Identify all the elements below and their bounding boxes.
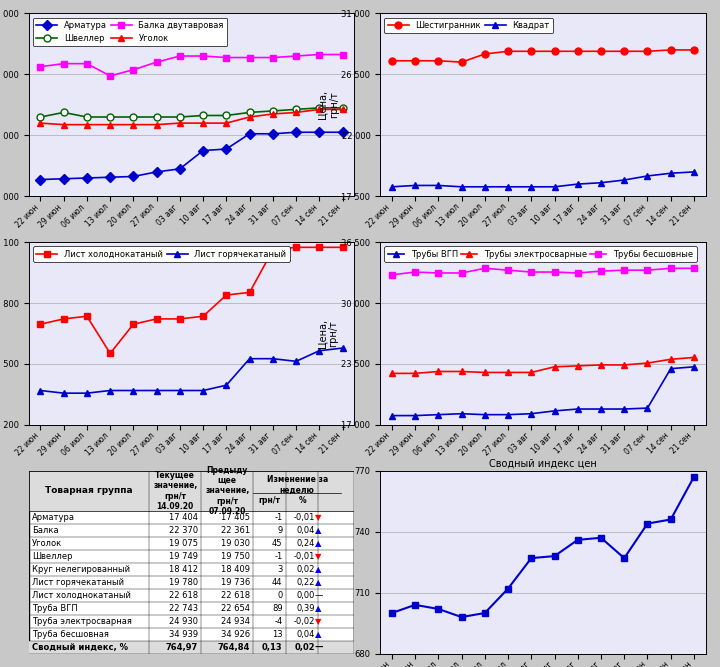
Text: Труба ВГП: Труба ВГП: [32, 604, 78, 613]
Text: 13: 13: [272, 630, 282, 639]
Text: 34 926: 34 926: [221, 630, 250, 639]
Bar: [29, 471, 354, 511]
Text: ▲: ▲: [315, 630, 322, 639]
Text: 22 743: 22 743: [169, 604, 198, 613]
Text: -1: -1: [274, 552, 282, 561]
Text: —: —: [314, 591, 323, 600]
Text: -0,01: -0,01: [294, 552, 315, 561]
Text: 19 780: 19 780: [169, 578, 198, 587]
Legend: Трубы ВГП, Трубы электросварные, Трубы бесшовные: Трубы ВГП, Трубы электросварные, Трубы б…: [384, 246, 696, 262]
Text: ▲: ▲: [315, 526, 322, 535]
Text: 3: 3: [277, 565, 282, 574]
Text: 89: 89: [272, 604, 282, 613]
Text: Труба электросварная: Труба электросварная: [32, 617, 132, 626]
Text: Швеллер: Швеллер: [32, 552, 73, 561]
Text: ▲: ▲: [315, 578, 322, 587]
Text: 24 934: 24 934: [221, 617, 250, 626]
Text: 45: 45: [272, 539, 282, 548]
Text: Предыду
щее
значение,
грн/т
07.09.20: Предыду щее значение, грн/т 07.09.20: [205, 466, 249, 516]
Text: ▼: ▼: [315, 617, 322, 626]
Text: 34 939: 34 939: [169, 630, 198, 639]
Text: 22 654: 22 654: [221, 604, 250, 613]
Text: 22 618: 22 618: [221, 591, 250, 600]
Text: 19 749: 19 749: [169, 552, 198, 561]
Text: 0,02: 0,02: [297, 565, 315, 574]
Bar: [29, 641, 354, 654]
Text: 17 404: 17 404: [169, 513, 198, 522]
Text: -0,02: -0,02: [294, 617, 315, 626]
Y-axis label: Цена,
грн/т: Цена, грн/т: [317, 319, 338, 348]
Text: ▼: ▼: [315, 552, 322, 561]
Text: Сводный индекс, %: Сводный индекс, %: [32, 643, 128, 652]
Text: 0,39: 0,39: [297, 604, 315, 613]
Text: 24 930: 24 930: [169, 617, 198, 626]
Text: Текущее
значение,
грн/т
14.09.20: Текущее значение, грн/т 14.09.20: [153, 471, 197, 511]
Text: 9: 9: [277, 526, 282, 535]
Text: 0,04: 0,04: [297, 526, 315, 535]
Text: 17 405: 17 405: [221, 513, 250, 522]
Text: 22 618: 22 618: [169, 591, 198, 600]
FancyBboxPatch shape: [29, 471, 354, 654]
Text: Товарная группа: Товарная группа: [45, 486, 132, 496]
Text: Лист холоднокатаный: Лист холоднокатаный: [32, 591, 131, 600]
Text: ▲: ▲: [315, 565, 322, 574]
Text: 19 075: 19 075: [169, 539, 198, 548]
Text: Арматура: Арматура: [32, 513, 75, 522]
Text: 19 736: 19 736: [221, 578, 250, 587]
Text: 764,84: 764,84: [217, 643, 250, 652]
Text: 0,24: 0,24: [297, 539, 315, 548]
Text: -1: -1: [274, 513, 282, 522]
Legend: Арматура, Швеллер, Балка двутавровая, Уголок: Арматура, Швеллер, Балка двутавровая, Уг…: [33, 17, 228, 46]
Text: 22 361: 22 361: [221, 526, 250, 535]
Text: 22 370: 22 370: [169, 526, 198, 535]
Text: 18 412: 18 412: [169, 565, 198, 574]
Text: грн/т: грн/т: [258, 496, 281, 506]
Text: 0,00: 0,00: [297, 591, 315, 600]
Text: 19 750: 19 750: [221, 552, 250, 561]
Text: -4: -4: [274, 617, 282, 626]
Text: 0,04: 0,04: [297, 630, 315, 639]
Text: 44: 44: [272, 578, 282, 587]
Text: Изменение за
неделю: Изменение за неделю: [266, 475, 328, 494]
Text: %: %: [298, 496, 306, 506]
Text: Лист горячекатаный: Лист горячекатаный: [32, 578, 124, 587]
Text: Уголок: Уголок: [32, 539, 63, 548]
Text: 0,02: 0,02: [294, 643, 315, 652]
Text: Труба бесшовная: Труба бесшовная: [32, 630, 109, 639]
Text: 0: 0: [277, 591, 282, 600]
Text: 19 030: 19 030: [221, 539, 250, 548]
Legend: Лист холоднокатаный, Лист горячекатаный: Лист холоднокатаный, Лист горячекатаный: [33, 246, 289, 262]
Text: 764,97: 764,97: [166, 643, 198, 652]
Text: Круг нелегированный: Круг нелегированный: [32, 565, 130, 574]
Title: Сводный индекс цен: Сводный индекс цен: [489, 458, 597, 468]
Y-axis label: Цена,
грн/т: Цена, грн/т: [317, 90, 338, 119]
Text: ▲: ▲: [315, 539, 322, 548]
Text: 18 409: 18 409: [221, 565, 250, 574]
Text: Балка: Балка: [32, 526, 58, 535]
Text: -0,01: -0,01: [294, 513, 315, 522]
Text: ▲: ▲: [315, 604, 322, 613]
Text: 0,13: 0,13: [262, 643, 282, 652]
Text: ▼: ▼: [315, 513, 322, 522]
Legend: Шестигранник, Квадрат: Шестигранник, Квадрат: [384, 17, 553, 33]
Text: 0,22: 0,22: [297, 578, 315, 587]
Text: —: —: [314, 643, 323, 652]
